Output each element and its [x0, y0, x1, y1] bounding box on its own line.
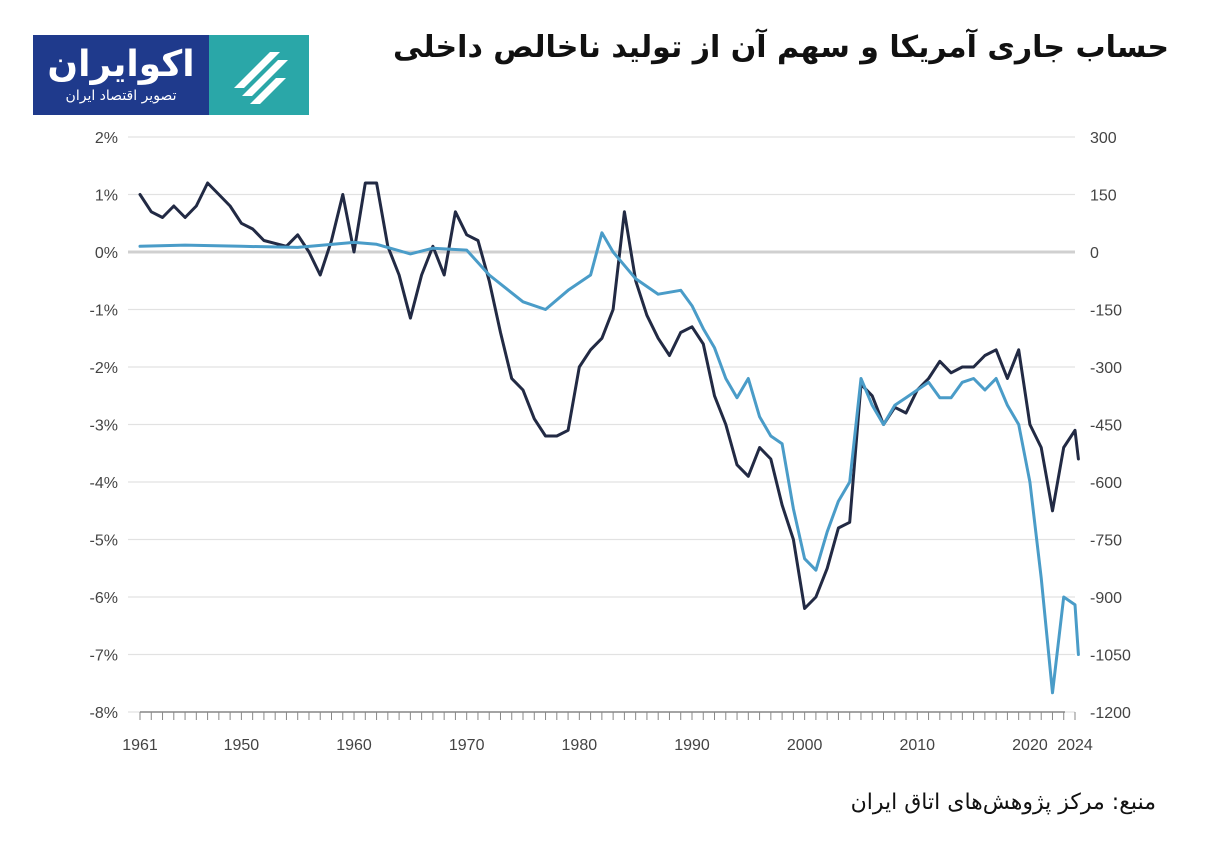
x-tick-label: 2000	[787, 737, 823, 754]
x-tick-label: 1990	[674, 737, 710, 754]
chart-title: حساب جاری آمریکا و سهم آن از تولید ناخال…	[392, 30, 1169, 65]
y-left-tick-label: -1%	[90, 303, 118, 320]
source-note: منبع: مرکز پژوهش‌های اتاق ایران	[850, 790, 1156, 815]
x-axis: 1961 1950 1960 1970 1980 1990 2000 2010 2020 2024	[122, 711, 1093, 754]
y-right-tick-label: -750	[1090, 533, 1122, 550]
x-tick-label: 2010	[899, 737, 935, 754]
logo-name: اکوایران	[47, 44, 195, 85]
y-right-tick-label: -1200	[1090, 705, 1131, 722]
series-layer	[138, 181, 1080, 695]
series-line-2	[138, 231, 1080, 695]
y-left-tick-label: 0%	[95, 245, 118, 262]
y-left-tick-label: -6%	[90, 590, 118, 607]
y-right-tick-label: -450	[1090, 418, 1122, 435]
x-tick-label: 2020	[1012, 737, 1048, 754]
x-tick-label: 1950	[224, 737, 260, 754]
y-left-tick-label: -2%	[90, 360, 118, 377]
y-left-tick-label: 1%	[95, 188, 118, 205]
y-left-tick-label: -5%	[90, 533, 118, 550]
logo-wordmark: اکوایران تصویر اقتصاد ایران	[33, 35, 209, 115]
y-left-tick-label: -7%	[90, 648, 118, 665]
y-left-tick-label: -4%	[90, 475, 118, 492]
x-tick-label: 1960	[336, 737, 372, 754]
grid-lines	[128, 136, 1075, 713]
y-right-tick-label: 0	[1090, 245, 1099, 262]
x-tick-label: 1961	[122, 737, 158, 754]
y-right-tick-label: -900	[1090, 590, 1122, 607]
x-tick-label: 1970	[449, 737, 485, 754]
y-right-tick-label: -300	[1090, 360, 1122, 377]
x-tick-label: 1980	[562, 737, 598, 754]
y-right-tick-label: -1050	[1090, 648, 1131, 665]
y-left-tick-label: 2%	[95, 130, 118, 147]
y-axis-right: 300 150 0 -150 -300 -450 -600 -750 -900 -1050 -120…	[1090, 130, 1131, 722]
y-right-tick-label: 150	[1090, 188, 1117, 205]
y-right-tick-label: -600	[1090, 475, 1122, 492]
x-tick-label: 2024	[1057, 737, 1093, 754]
y-right-tick-label: -150	[1090, 303, 1122, 320]
y-axis-left: 2% 1% 0% -1% -2% -3% -4% -5% -6% -7% -8%	[90, 130, 118, 722]
y-left-tick-label: -8%	[90, 705, 118, 722]
logo-tagline: تصویر اقتصاد ایران	[65, 88, 177, 104]
y-left-tick-label: -3%	[90, 418, 118, 435]
logo: اکوایران تصویر اقتصاد ایران	[33, 35, 309, 115]
series-line-1	[138, 181, 1080, 610]
logo-mark-icon	[209, 35, 309, 115]
y-right-tick-label: 300	[1090, 130, 1117, 147]
